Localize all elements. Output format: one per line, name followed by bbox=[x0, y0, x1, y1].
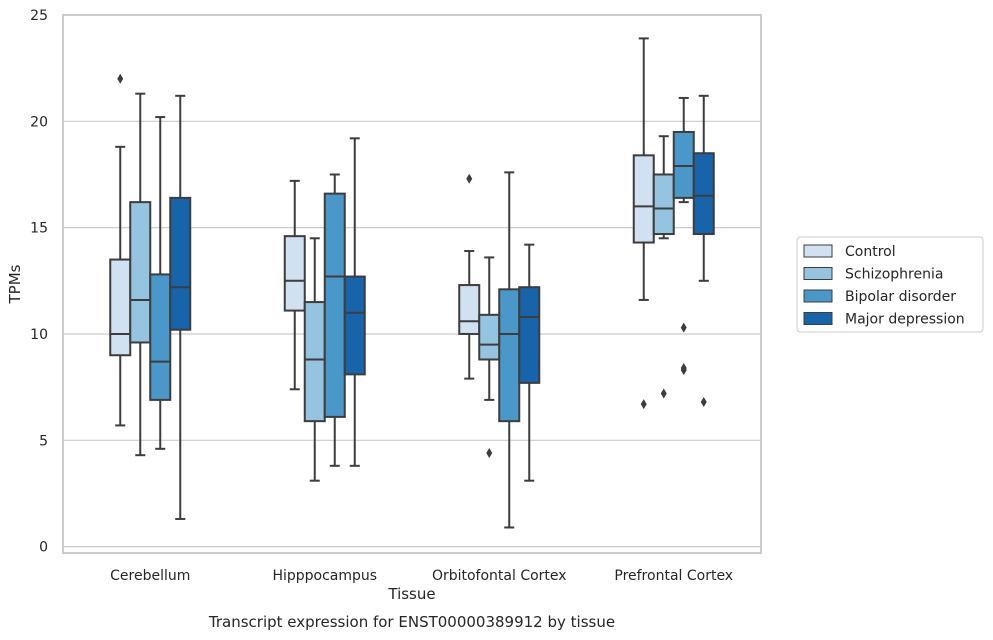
x-tick-label: Cerebellum bbox=[110, 568, 190, 584]
box bbox=[169, 196, 192, 331]
box-major-depression bbox=[692, 94, 715, 408]
box bbox=[458, 284, 481, 335]
y-tick-label: 20 bbox=[30, 114, 48, 130]
y-axis-label: TPMs bbox=[6, 264, 24, 304]
legend-label: Schizophrenia bbox=[845, 267, 943, 283]
legend-label: Major depression bbox=[845, 312, 965, 328]
y-tick-label: 25 bbox=[30, 8, 48, 24]
x-tick-label: Hipppocampus bbox=[272, 568, 377, 584]
legend-swatch bbox=[803, 267, 833, 280]
box-control bbox=[283, 179, 306, 391]
y-tick-label: 10 bbox=[30, 327, 48, 343]
legend-label: Bipolar disorder bbox=[845, 289, 956, 305]
box bbox=[343, 275, 366, 376]
outlier-point bbox=[700, 397, 707, 408]
x-tick-label: Orbitofontal Cortex bbox=[432, 568, 567, 584]
outlier-point bbox=[680, 322, 687, 333]
box-plots bbox=[109, 37, 715, 529]
y-tick-label: 0 bbox=[39, 540, 48, 556]
box-major-depression bbox=[518, 243, 541, 482]
box-control bbox=[632, 37, 655, 410]
box bbox=[518, 286, 541, 384]
box bbox=[303, 301, 326, 423]
box bbox=[692, 152, 715, 236]
box-schizophrenia bbox=[652, 135, 675, 399]
outlier-point bbox=[486, 448, 493, 459]
box bbox=[109, 258, 132, 357]
box-major-depression bbox=[169, 94, 192, 520]
box bbox=[129, 201, 152, 344]
box bbox=[283, 235, 306, 312]
outlier-point bbox=[466, 173, 473, 184]
plot-frame bbox=[62, 14, 762, 554]
box-bipolar-disorder bbox=[149, 116, 172, 450]
legend-swatch bbox=[803, 312, 833, 325]
y-tick-label: 15 bbox=[30, 221, 48, 237]
box-major-depression bbox=[343, 137, 366, 467]
figure-caption: Transcript expression for ENST0000038991… bbox=[208, 613, 615, 631]
box-control bbox=[109, 73, 132, 427]
legend-swatch bbox=[803, 289, 833, 303]
legend-frame bbox=[796, 236, 984, 333]
legend-label: Control bbox=[845, 244, 896, 260]
box-bipolar-disorder bbox=[672, 96, 695, 376]
outlier-point bbox=[680, 362, 687, 373]
x-axis-label: Tissue bbox=[387, 585, 435, 603]
box bbox=[149, 273, 172, 401]
box-bipolar-disorder bbox=[323, 173, 346, 467]
box bbox=[672, 130, 695, 199]
box-schizophrenia bbox=[303, 237, 326, 482]
box-bipolar-disorder bbox=[498, 171, 521, 529]
outlier-point bbox=[117, 73, 124, 84]
box bbox=[498, 288, 521, 423]
box-control bbox=[458, 173, 481, 380]
outlier-point bbox=[640, 399, 647, 410]
outlier-point bbox=[660, 388, 667, 399]
x-axis-ticks: Cerebellum Hipppocampus Orbitofontal Corte… bbox=[110, 568, 733, 584]
box bbox=[632, 154, 655, 244]
y-tick-label: 5 bbox=[39, 433, 48, 449]
legend: Control Schizophrenia Bipolar disorder Majo… bbox=[796, 236, 984, 333]
box bbox=[323, 192, 346, 418]
y-axis-ticks: 0 5 10 15 20 25 bbox=[30, 8, 48, 556]
box-schizophrenia bbox=[478, 256, 501, 459]
x-tick-label: Prefrontal Cortex bbox=[614, 568, 733, 584]
box-schizophrenia bbox=[129, 92, 152, 457]
legend-swatch bbox=[803, 244, 833, 258]
box bbox=[652, 173, 675, 236]
box bbox=[478, 313, 501, 361]
